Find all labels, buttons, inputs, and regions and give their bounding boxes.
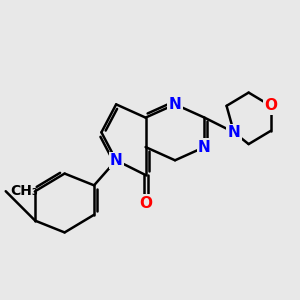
Text: N: N: [198, 140, 211, 154]
Text: CH₃: CH₃: [10, 184, 38, 198]
Text: N: N: [227, 125, 240, 140]
Text: O: O: [139, 196, 152, 211]
Text: N: N: [110, 153, 122, 168]
Text: N: N: [169, 97, 182, 112]
Text: O: O: [264, 98, 277, 113]
